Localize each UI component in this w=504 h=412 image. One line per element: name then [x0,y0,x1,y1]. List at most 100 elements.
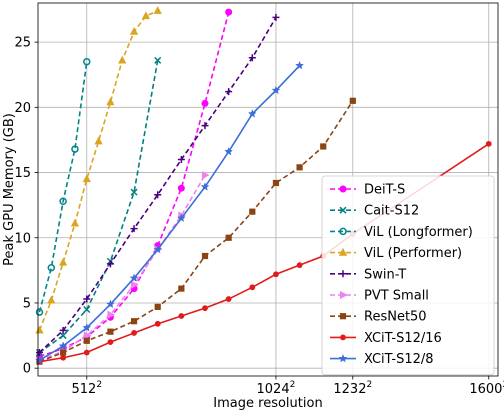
legend-marker [339,185,347,193]
data-point [141,11,151,20]
data-point [59,332,67,340]
series-line [38,10,159,331]
legend-label: ResNet50 [364,310,427,325]
data-point [154,303,161,310]
y-tick-label: 15 [14,166,31,181]
x-tick-label: 16002 [469,380,504,397]
data-point [225,234,232,241]
data-point [201,122,209,130]
data-point [202,305,208,312]
data-point [129,27,139,35]
legend-item: ViL (Performer) [330,246,462,261]
data-point [83,331,92,340]
data-point [201,252,209,260]
data-point [485,140,492,147]
x-tick-exponent: 2 [96,380,102,390]
data-point [118,55,127,64]
series-vil-longformer- [35,57,91,316]
x-tick-exponent: 2 [366,380,372,390]
series-xcit-s12-16 [36,140,492,365]
data-point [247,109,257,118]
legend-item: ViL (Longformer) [330,225,473,240]
data-point [130,188,138,196]
data-point [200,182,210,191]
series-line [38,61,88,313]
x-tick-base: 512 [71,382,96,397]
data-point [70,218,80,227]
series-line [39,60,159,354]
legend-marker [339,270,347,278]
data-point [130,280,139,289]
legend-item: XCiT-S12/16 [330,331,442,346]
data-point [47,264,56,272]
data-point [154,191,162,199]
data-point [107,310,116,319]
legend-marker [340,334,346,341]
data-point [131,330,137,336]
x-tick-label: 5122 [71,380,102,397]
data-point [94,136,103,145]
data-point [129,273,139,282]
data-point [59,197,67,205]
data-point [35,308,44,316]
series-line [39,100,354,363]
legend-marker [339,290,348,300]
data-point [35,355,44,365]
series-deit-s [35,8,233,360]
data-point [272,13,280,21]
data-point [224,146,234,156]
legend-label: XCiT-S12/16 [364,331,442,346]
legend-marker [338,247,348,256]
data-point [130,318,138,325]
y-axis-label: Peak GPU Memory (GB) [2,113,17,266]
data-point [71,145,79,153]
data-point [225,88,233,96]
legend-marker [339,313,347,320]
y-tick-label: 10 [14,231,31,246]
data-point [225,8,233,16]
legend-item: Cait-S12 [330,204,419,219]
data-point [105,299,115,309]
data-point [82,174,91,183]
y-tick-label: 0 [23,362,31,377]
x-tick-base: 1024 [257,382,290,397]
data-point [296,262,303,269]
data-point [154,320,161,327]
y-tick-label: 5 [23,296,31,311]
series-xcit-s12-8 [35,60,305,365]
data-point [83,349,90,356]
data-point [271,85,281,95]
legend-marker [338,353,348,363]
legend-item: ResNet50 [330,310,427,325]
data-point [35,325,44,334]
series-vil-performer- [35,6,162,334]
data-point [272,179,280,187]
data-point [106,260,114,268]
x-axis-ticks: 5122102421232216002 [71,376,504,397]
y-tick-label: 25 [14,36,31,51]
legend-item: XCiT-S12/8 [330,352,434,367]
x-tick-base: 1600 [469,382,502,397]
data-point [60,354,67,361]
x-axis-label: Image resolution [213,396,322,411]
series-layer [35,6,492,365]
data-point [225,296,232,302]
legend-label: ViL (Performer) [364,246,462,261]
data-point [130,225,138,233]
legend-label: ViL (Longformer) [364,225,473,240]
data-point [60,349,67,356]
data-point [177,184,185,192]
data-point [349,97,356,104]
legend-marker [339,206,347,214]
data-point [178,285,185,292]
data-point [178,313,185,319]
legend: DeiT-S Cait-S12 ViL (Longformer) ViL (Perfo… [321,175,495,376]
data-point [249,208,256,215]
x-tick-label: 10242 [257,380,296,397]
series-line [39,174,206,362]
data-point [201,171,210,180]
data-point [107,339,114,345]
data-point [58,341,68,350]
legend-label: Swin-T [364,267,406,282]
legend-label: DeiT-S [364,183,405,198]
